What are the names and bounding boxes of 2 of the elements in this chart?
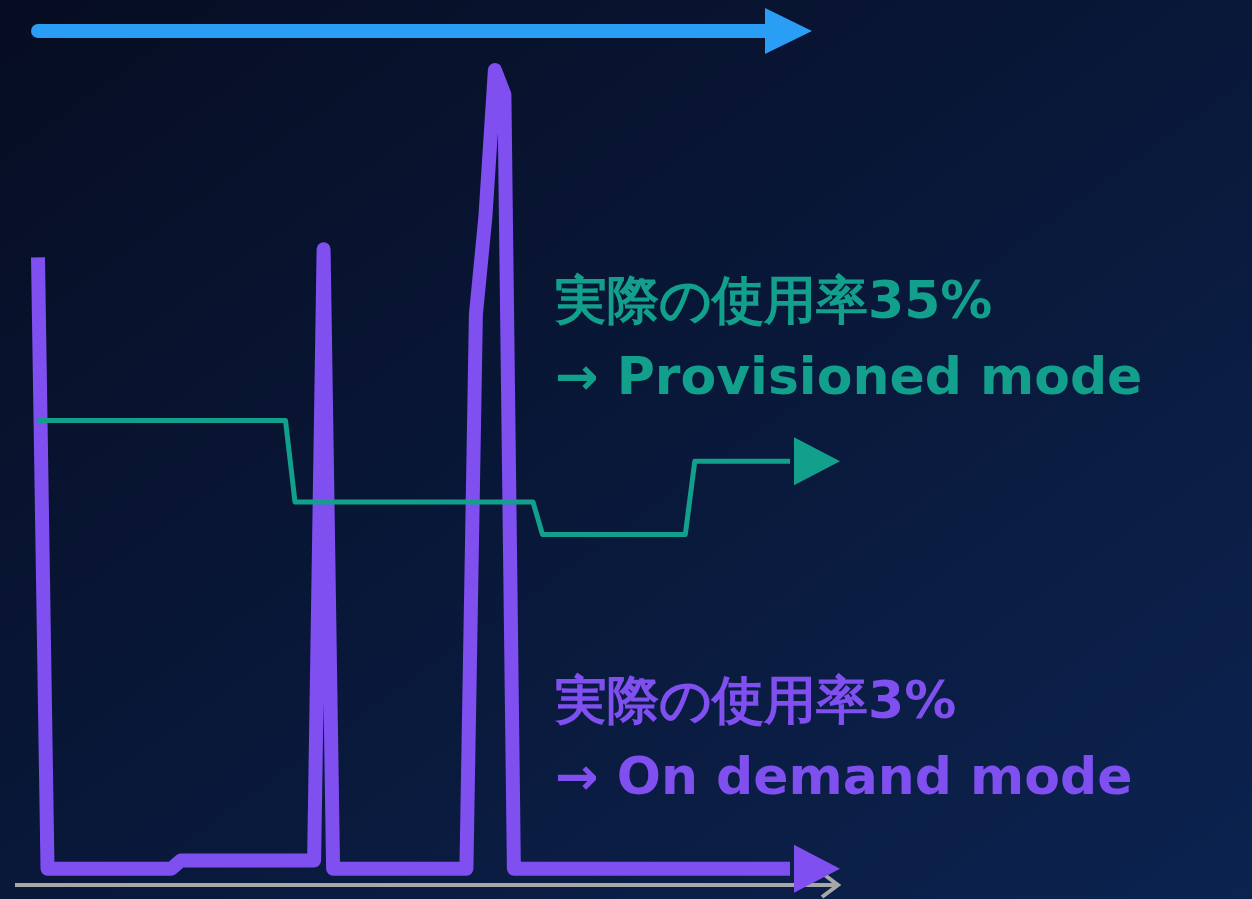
annotation: 実際の使用率3% → On demand mode <box>554 670 1133 806</box>
annotation: 実際の使用率35% → Provisioned mode <box>554 270 1143 406</box>
